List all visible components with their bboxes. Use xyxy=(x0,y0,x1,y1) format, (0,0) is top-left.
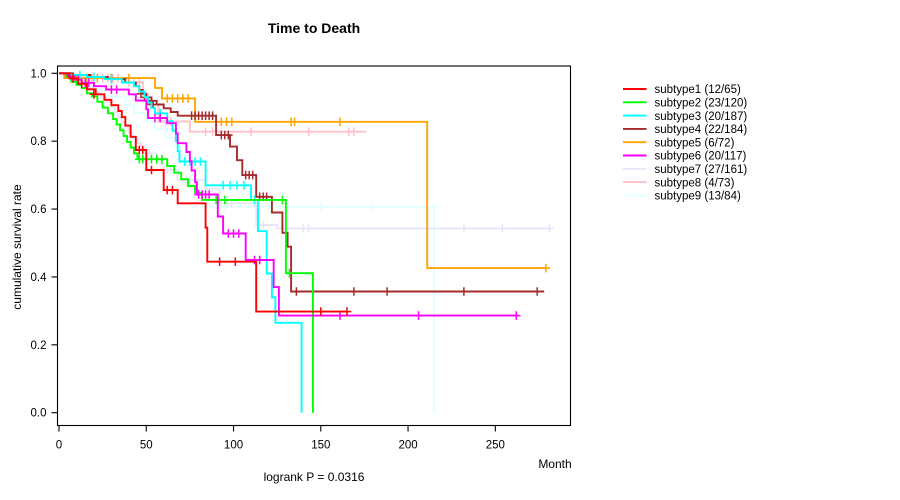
series-curve-subtype8 xyxy=(59,72,367,133)
y-tick-label: 0.8 xyxy=(31,136,47,148)
legend-label-subtype3: subtype3 (20/187) xyxy=(655,111,748,123)
y-tick-label: 0.4 xyxy=(31,272,48,284)
x-axis-label: Month xyxy=(538,457,572,471)
series-curve-subtype5 xyxy=(59,72,548,270)
series-curve-subtype2 xyxy=(59,72,314,413)
legend-item-subtype5: subtype5 (6/72) xyxy=(623,137,735,149)
legend-item-subtype3: subtype3 (20/187) xyxy=(623,111,747,123)
legend-label-subtype9: subtype9 (13/84) xyxy=(655,191,741,203)
legend-label-subtype2: subtype2 (23/120) xyxy=(655,98,748,110)
x-tick-label: 150 xyxy=(311,440,330,452)
legend-item-subtype1: subtype1 (12/65) xyxy=(623,84,741,96)
legend-item-subtype9: subtype9 (13/84) xyxy=(623,191,741,203)
series-curve-subtype3 xyxy=(59,72,303,413)
y-tick-label: 1.0 xyxy=(31,68,47,80)
x-tick-label: 200 xyxy=(398,440,417,452)
legend-item-subtype6: subtype6 (20/117) xyxy=(623,151,747,163)
censor-marks-subtype5 xyxy=(72,73,551,273)
series-curve-subtype7 xyxy=(59,72,550,230)
y-tick-label: 0.2 xyxy=(31,340,47,352)
legend-label-subtype6: subtype6 (20/117) xyxy=(655,151,747,163)
logrank-annotation: logrank P = 0.0316 xyxy=(263,470,365,484)
legend-label-subtype5: subtype5 (6/72) xyxy=(655,137,735,149)
plot-box xyxy=(56,65,572,427)
x-tick-label: 250 xyxy=(486,440,505,452)
series-curve-subtype1 xyxy=(59,72,347,313)
legend-label-subtype1: subtype1 (12/65) xyxy=(655,84,741,96)
legend-label-subtype4: subtype4 (22/184) xyxy=(655,124,748,136)
y-tick-label: 0.6 xyxy=(31,204,47,216)
censor-marks-subtype1 xyxy=(68,74,352,316)
censor-marks-subtype9 xyxy=(220,202,378,211)
chart-title: Time to Death xyxy=(267,20,361,36)
legend-item-subtype8: subtype8 (4/73) xyxy=(623,177,735,189)
y-axis-label: cumulative survival rate xyxy=(10,184,24,310)
x-tick-label: 50 xyxy=(140,440,153,452)
x-tick-label: 0 xyxy=(56,440,62,452)
legend-item-subtype7: subtype7 (27/161) xyxy=(623,164,747,176)
legend-label-subtype7: subtype7 (27/161) xyxy=(655,164,748,176)
series-curve-subtype4 xyxy=(59,72,545,293)
series-curve-subtype6 xyxy=(59,72,518,317)
legend: subtype1 (12/65)subtype2 (23/120)subtype… xyxy=(623,84,747,203)
y-tick-label: 0.0 xyxy=(31,408,47,420)
legend-item-subtype2: subtype2 (23/120) xyxy=(623,98,747,110)
legend-item-subtype4: subtype4 (22/184) xyxy=(623,124,747,136)
x-tick-label: 100 xyxy=(224,440,243,452)
legend-label-subtype8: subtype8 (4/73) xyxy=(655,177,735,189)
censor-marks-subtype4 xyxy=(107,74,542,296)
